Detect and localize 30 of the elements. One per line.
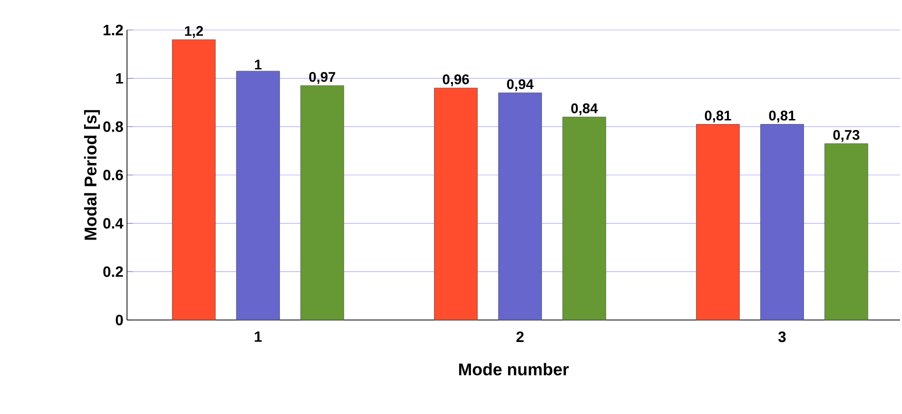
- y-tick-label: 0.6: [103, 170, 123, 180]
- bar: [300, 85, 344, 320]
- x-tick-label: 1: [254, 332, 262, 342]
- bar: [434, 88, 478, 320]
- data-label: 0,73: [833, 130, 860, 142]
- data-label: 0,84: [571, 103, 598, 116]
- bar: [760, 124, 804, 320]
- x-tick-label: 3: [778, 332, 786, 342]
- y-axis-title: Modal Period [s]: [84, 110, 100, 240]
- y-tick-label: 1.2: [104, 24, 123, 36]
- bar: [498, 92, 542, 320]
- y-tick-label: 0.4: [103, 218, 124, 229]
- data-label: 0,81: [704, 110, 732, 123]
- data-label: 0,81: [769, 110, 796, 123]
- data-label: 0,97: [309, 72, 336, 84]
- bar: [824, 143, 868, 320]
- y-tick-label: 0: [116, 314, 123, 326]
- x-axis-title: Mode number: [459, 362, 569, 376]
- x-tick-label: 2: [516, 332, 524, 342]
- y-tick-label: 0.2: [103, 266, 123, 277]
- data-label: 1: [255, 60, 262, 70]
- data-label: 0,96: [442, 74, 469, 86]
- bar: [236, 70, 280, 320]
- bar: [562, 116, 606, 320]
- data-label: 1,2: [185, 26, 203, 38]
- y-tick-label: 0.8: [103, 121, 124, 132]
- bar: [172, 39, 216, 320]
- bar: [696, 124, 740, 320]
- data-label: 0,94: [507, 79, 534, 92]
- y-tick-label: 1: [116, 73, 124, 84]
